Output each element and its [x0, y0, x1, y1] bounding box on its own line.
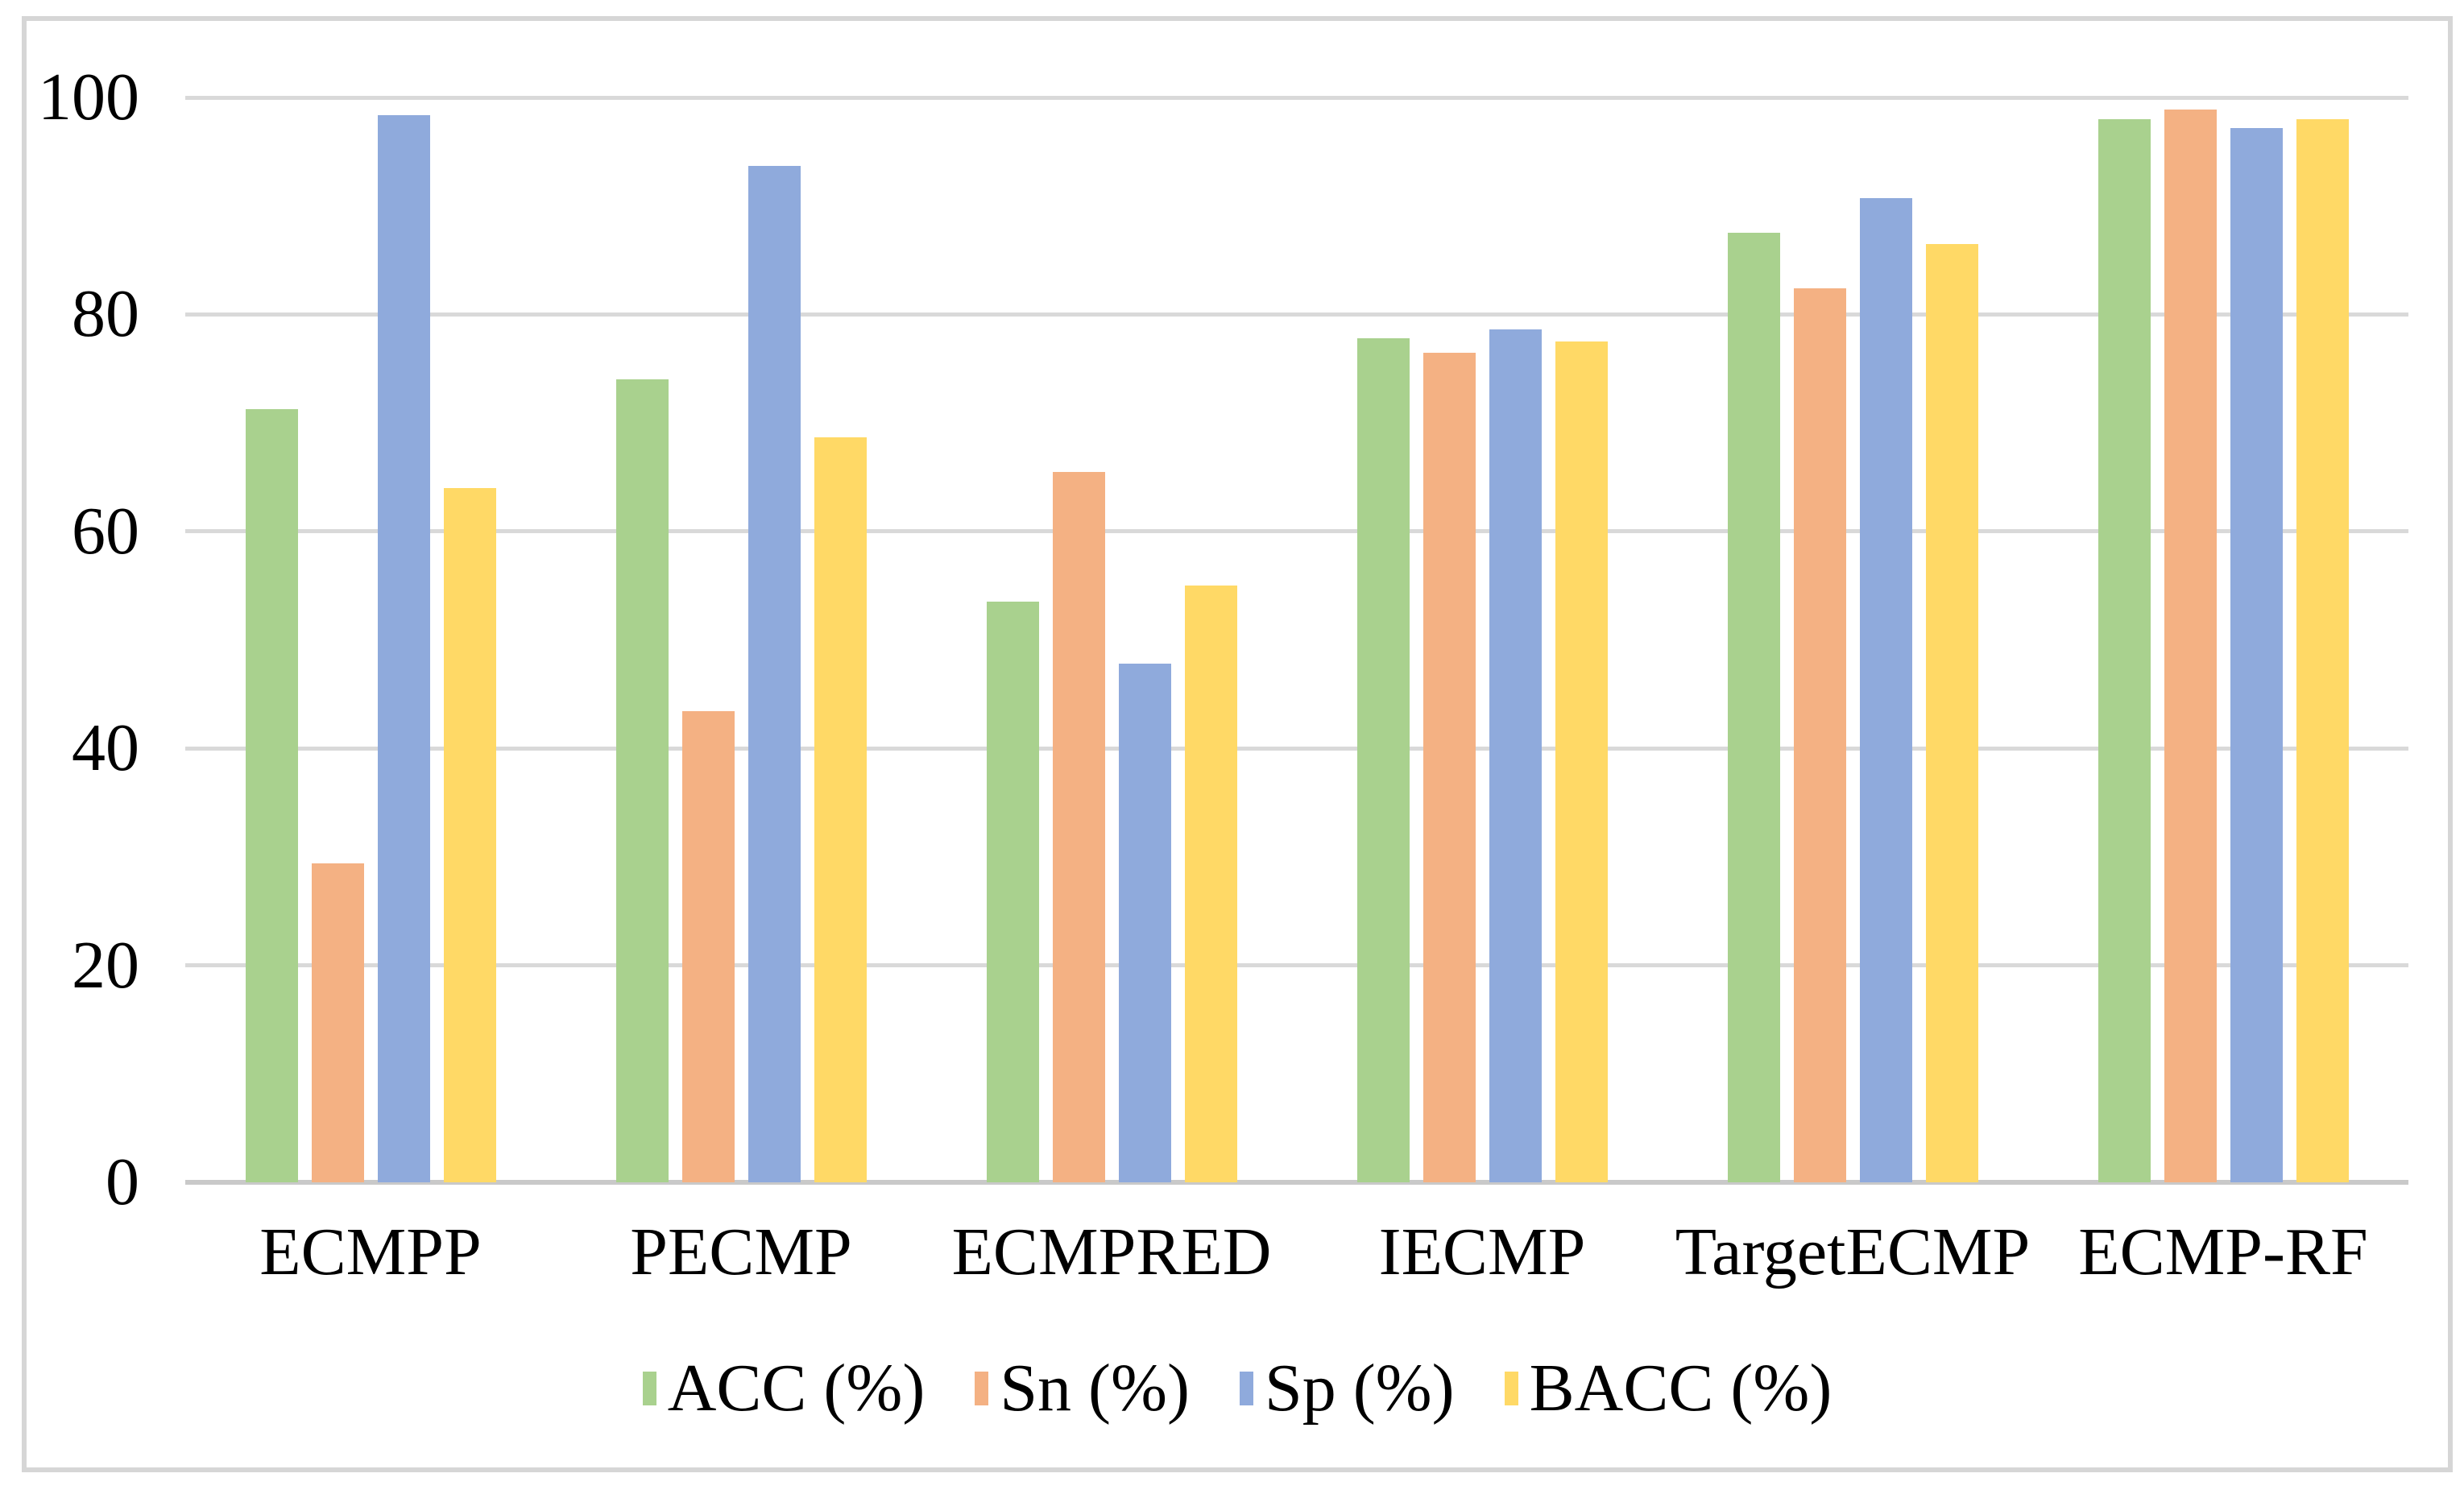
- bar-ECMPP-BACC: [443, 487, 496, 1182]
- bar-ECMPRED-ACC: [986, 602, 1039, 1182]
- gridline-60: [185, 529, 2408, 534]
- y-tick-label-40: 40: [72, 710, 139, 786]
- bar-group-PECMP: [556, 97, 926, 1182]
- bar-TargetECMP-Sp: [1859, 198, 1912, 1182]
- x-category-label-ECMPRED: ECMPRED: [951, 1215, 1272, 1289]
- bar-ECMP-RF-Sn: [2164, 109, 2217, 1182]
- bar-ECMPRED-BACC: [1184, 586, 1237, 1182]
- bar-ECMPP-Sp: [377, 114, 430, 1182]
- legend-item-Sn: Sn (%): [975, 1350, 1190, 1427]
- chart-border-frame: 0 20 40 60 80 100 ECMPP PECMP ECMPRED IECMP Targe…: [22, 16, 2453, 1472]
- gridline-80: [185, 312, 2408, 317]
- bar-IECMP-Sn: [1422, 352, 1476, 1182]
- bar-TargetECMP-ACC: [1727, 233, 1780, 1182]
- bar-ECMP-RF-ACC: [2098, 118, 2151, 1182]
- bar-ECMP-RF-Sp: [2230, 127, 2283, 1182]
- x-axis-line: [185, 1180, 2408, 1185]
- bar-IECMP-ACC: [1356, 338, 1410, 1182]
- y-tick-label-100: 100: [38, 60, 139, 135]
- gridline-40: [185, 746, 2408, 751]
- bar-ECMPRED-Sp: [1118, 664, 1171, 1182]
- bar-TargetECMP-Sn: [1793, 288, 1846, 1182]
- x-category-label-ECMP-RF: ECMP-RF: [2078, 1215, 2368, 1289]
- x-category-label-IECMP: IECMP: [1378, 1215, 1586, 1289]
- bar-PECMP-Sn: [681, 711, 735, 1182]
- y-tick-label-80: 80: [72, 276, 139, 352]
- legend-label: ACC (%): [667, 1351, 926, 1426]
- chart-legend: ACC (%) Sn (%) Sp (%) BACC (%): [27, 1350, 2448, 1427]
- legend-item-Sp: Sp (%): [1239, 1350, 1455, 1427]
- bar-group-TargetECMP: [1667, 97, 2038, 1182]
- gridline-20: [185, 963, 2408, 968]
- gridline-100: [185, 95, 2408, 100]
- bar-ECMPRED-Sn: [1052, 471, 1105, 1182]
- bar-ECMPP-ACC: [245, 408, 298, 1182]
- y-tick-label-0: 0: [106, 1144, 139, 1219]
- bar-group-ECMP-RF: [2038, 97, 2408, 1182]
- bar-IECMP-BACC: [1555, 341, 1608, 1182]
- bar-group-ECMPRED: [926, 97, 1297, 1182]
- bar-IECMP-Sp: [1489, 329, 1542, 1182]
- x-category-label-PECMP: PECMP: [630, 1215, 852, 1289]
- legend-swatch-icon: [642, 1372, 656, 1405]
- legend-swatch-icon: [1504, 1372, 1518, 1405]
- legend-label: BACC (%): [1529, 1351, 1832, 1426]
- legend-item-ACC: ACC (%): [642, 1350, 926, 1427]
- bar-TargetECMP-BACC: [1925, 243, 1978, 1182]
- legend-swatch-icon: [975, 1372, 989, 1405]
- y-tick-label-20: 20: [72, 927, 139, 1003]
- bar-ECMP-RF-BACC: [2296, 118, 2349, 1182]
- bar-ECMPP-Sn: [311, 863, 364, 1182]
- bar-group-ECMPP: [185, 97, 556, 1182]
- bar-group-IECMP: [1297, 97, 1667, 1182]
- legend-item-BACC: BACC (%): [1504, 1350, 1832, 1427]
- x-category-label-TargetECMP: TargetECMP: [1675, 1215, 2031, 1289]
- legend-label: Sp (%): [1264, 1351, 1455, 1426]
- plot-area: [185, 95, 2408, 1185]
- legend-swatch-icon: [1239, 1372, 1253, 1405]
- bar-PECMP-Sp: [747, 165, 801, 1182]
- bar-PECMP-ACC: [615, 379, 669, 1182]
- x-category-label-ECMPP: ECMPP: [259, 1215, 482, 1289]
- bar-PECMP-BACC: [814, 437, 867, 1182]
- y-tick-label-60: 60: [72, 493, 139, 569]
- legend-label: Sn (%): [1000, 1351, 1190, 1426]
